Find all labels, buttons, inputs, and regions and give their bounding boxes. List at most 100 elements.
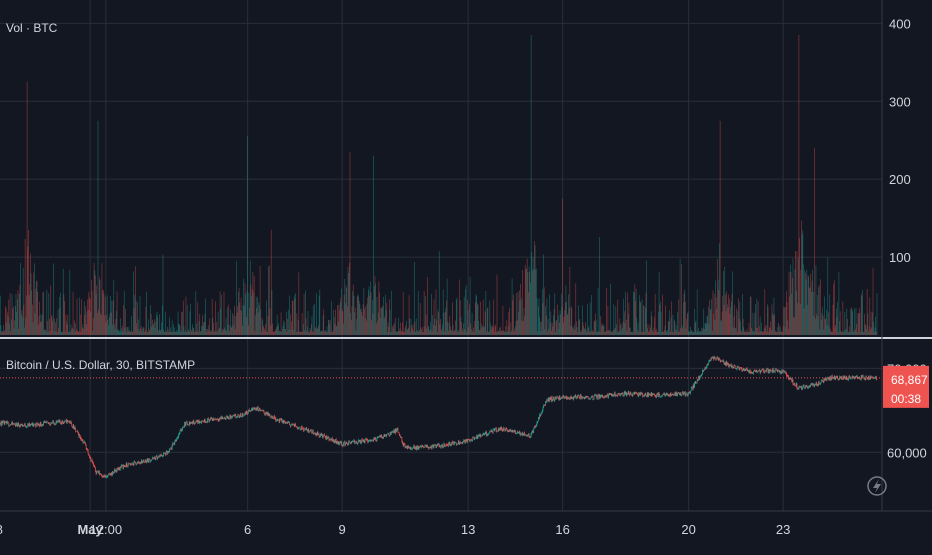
volume-bar (416, 330, 418, 335)
candle-body (564, 396, 565, 398)
candle-body (753, 371, 754, 374)
candle-body (385, 435, 386, 437)
candle-body (181, 428, 182, 431)
volume-bar (800, 269, 802, 335)
volume-bar (114, 324, 115, 335)
candle-body (307, 429, 309, 432)
candle-body (500, 427, 502, 430)
candle-body (57, 421, 58, 423)
candle-body (494, 428, 496, 431)
volume-bar (85, 324, 87, 335)
candle-body (328, 437, 330, 441)
candle-body (824, 379, 825, 381)
replay-button[interactable] (867, 476, 887, 496)
candle-body (152, 457, 153, 460)
volume-bar (498, 331, 500, 335)
volume-bar (633, 292, 635, 335)
volume-bar (360, 309, 361, 335)
candle-body (671, 394, 673, 396)
volume-bar (292, 300, 294, 335)
volume-bar (681, 264, 682, 335)
volume-bar (246, 291, 248, 335)
candle-body (123, 465, 125, 467)
pane-separator[interactable] (0, 337, 932, 339)
candle-body (238, 414, 240, 418)
volume-bar (380, 307, 382, 335)
volume-bar (265, 331, 267, 335)
candle-body (136, 463, 138, 465)
volume-bar (534, 245, 536, 335)
volume-bar (614, 329, 615, 335)
candle-body (496, 431, 498, 432)
candle-body (362, 439, 364, 442)
candle-body (86, 448, 88, 450)
volume-bar (796, 251, 798, 335)
candle-body (193, 420, 195, 423)
candle-body (293, 423, 294, 425)
volume-bar (282, 325, 284, 335)
candle-body (630, 392, 632, 395)
candle-body (318, 434, 319, 435)
candle-body (811, 384, 813, 386)
candle-body (378, 436, 380, 438)
volume-legend[interactable]: Vol · BTC (6, 21, 58, 35)
candle-body (339, 442, 340, 445)
volume-bar (152, 319, 153, 335)
volume-bar (593, 331, 594, 335)
symbol-legend[interactable]: Bitcoin / U.S. Dollar, 30, BITSTAMP (6, 358, 195, 372)
volume-bar (1, 331, 3, 335)
candle-body (528, 434, 529, 436)
volume-bar (449, 315, 451, 335)
candle-body (471, 440, 473, 442)
volume-bar (55, 331, 57, 335)
volume-bar (274, 330, 276, 335)
candle-body (755, 370, 757, 373)
candle-body (412, 448, 413, 449)
volume-bar (461, 322, 462, 335)
candle-body (146, 458, 148, 461)
volume-bar (159, 314, 161, 335)
candle-body (194, 422, 196, 425)
candle-body (518, 432, 519, 434)
candle-body (333, 440, 335, 443)
volume-bar (274, 330, 275, 335)
candle-body (384, 434, 386, 437)
volume-bar (851, 309, 853, 335)
candle-body (294, 424, 296, 427)
candle-body (660, 396, 661, 398)
volume-bar (759, 325, 760, 335)
volume-bar (428, 326, 430, 335)
candle-body (407, 445, 409, 449)
candle-body (432, 445, 433, 447)
volume-bar (298, 272, 300, 335)
candle-body (27, 423, 29, 426)
candle-body (153, 457, 155, 459)
volume-bar (794, 268, 796, 335)
candle-body (559, 396, 561, 400)
volume-bar (552, 326, 554, 335)
volume-bar (843, 331, 845, 335)
candle-body (265, 412, 266, 415)
candle-body (64, 421, 65, 423)
volume-bar (202, 325, 204, 335)
candle-body (532, 430, 534, 433)
volume-bar (381, 308, 382, 335)
candle-body (232, 415, 233, 418)
volume-bar (612, 331, 613, 335)
candle-body (473, 437, 475, 440)
volume-bar (623, 298, 625, 335)
candle-body (463, 440, 464, 443)
volume-bar (45, 331, 47, 335)
volume-bar (139, 296, 141, 335)
candle-body (664, 393, 666, 396)
volume-bar (194, 331, 195, 335)
volume-bar (96, 312, 98, 335)
volume-bar (291, 300, 293, 335)
volume-bar (826, 325, 828, 335)
volume-bar (634, 284, 636, 335)
